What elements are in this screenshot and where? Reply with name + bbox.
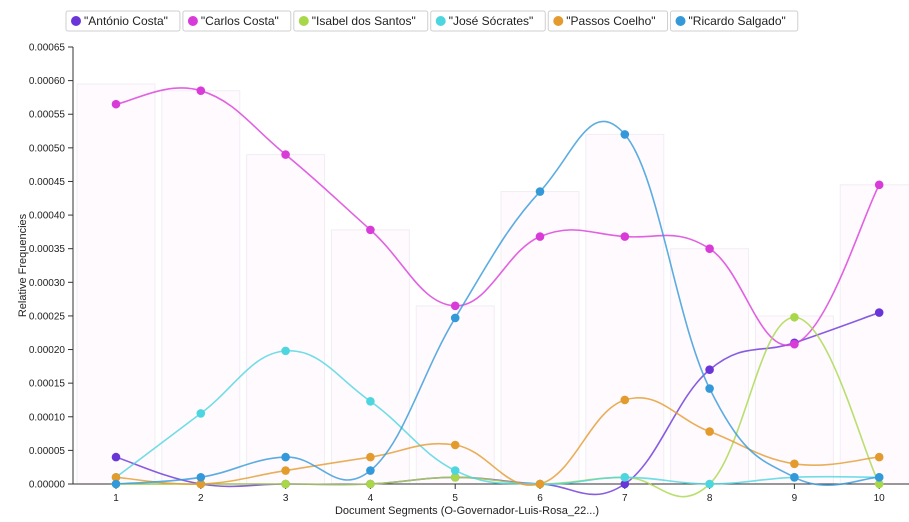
- data-point[interactable]: [450, 472, 460, 482]
- x-tick-label: 2: [198, 493, 204, 504]
- data-point[interactable]: [620, 395, 630, 405]
- data-point[interactable]: [281, 466, 290, 475]
- x-tick-label: 9: [792, 493, 798, 504]
- legend-swatch: [553, 16, 564, 26]
- data-point[interactable]: [366, 225, 375, 235]
- background-bar: [76, 83, 156, 485]
- y-tick-label: 0.00040: [29, 211, 66, 222]
- y-tick-label: 0.00025: [29, 311, 66, 322]
- legend-item-5[interactable]: [670, 10, 799, 32]
- data-point[interactable]: [281, 452, 290, 462]
- data-point[interactable]: [111, 99, 121, 109]
- y-tick-label: 0.00015: [29, 379, 66, 390]
- y-tick-label: 0.00020: [29, 345, 66, 356]
- data-point[interactable]: [450, 440, 460, 450]
- data-point[interactable]: [790, 472, 799, 482]
- legend-swatch: [187, 16, 198, 26]
- y-tick-label: 0.00035: [29, 244, 66, 255]
- x-tick-label: 5: [452, 493, 458, 504]
- data-point[interactable]: [790, 312, 799, 322]
- y-tick-label: 0.00005: [29, 446, 66, 457]
- legend-label: "Isabel dos Santos": [312, 14, 416, 28]
- data-point[interactable]: [705, 479, 714, 489]
- data-point[interactable]: [535, 187, 545, 196]
- data-point[interactable]: [535, 479, 545, 489]
- legend-item-4[interactable]: [547, 10, 669, 32]
- data-point[interactable]: [196, 86, 206, 95]
- x-tick-label: 6: [537, 493, 543, 504]
- data-point[interactable]: [705, 384, 714, 393]
- data-point[interactable]: [366, 466, 375, 475]
- data-point[interactable]: [874, 180, 884, 190]
- y-axis-title: Relative Frequencies: [17, 213, 29, 317]
- legend-item-2[interactable]: [293, 10, 429, 32]
- legend-swatch: [71, 16, 81, 26]
- y-tick-label: 0.00065: [29, 43, 66, 54]
- data-point[interactable]: [196, 409, 206, 418]
- legend-label: "António Costa": [84, 14, 168, 28]
- y-tick-label: 0.00045: [29, 177, 66, 188]
- legend-swatch: [675, 16, 686, 26]
- series-line-3: [115, 350, 880, 485]
- x-tick-label: 8: [707, 493, 713, 504]
- x-tick-label: 10: [874, 493, 886, 504]
- y-tick-label: 0.00060: [29, 76, 66, 87]
- data-point[interactable]: [111, 479, 121, 489]
- x-tick-label: 3: [283, 493, 289, 504]
- y-tick-label: 0.00050: [29, 143, 66, 154]
- legend-swatch: [298, 16, 309, 26]
- series-line-5: [115, 120, 880, 486]
- background-bar: [161, 90, 241, 485]
- data-point[interactable]: [281, 150, 290, 159]
- data-point[interactable]: [366, 397, 375, 406]
- legend-item-1[interactable]: [182, 10, 292, 32]
- legend-swatch: [435, 16, 446, 26]
- legend-label: "Carlos Costa": [201, 14, 279, 28]
- background-bar: [839, 184, 909, 485]
- data-point[interactable]: [874, 452, 884, 462]
- data-point[interactable]: [705, 244, 714, 253]
- data-point[interactable]: [620, 130, 630, 139]
- background-bar: [585, 133, 665, 485]
- data-point[interactable]: [874, 479, 884, 489]
- data-point[interactable]: [705, 365, 714, 375]
- data-point[interactable]: [450, 301, 460, 311]
- data-point[interactable]: [790, 339, 799, 349]
- background-bar: [330, 229, 410, 485]
- data-point[interactable]: [196, 479, 206, 489]
- data-point[interactable]: [281, 346, 290, 356]
- data-point[interactable]: [366, 479, 375, 489]
- legend-label: "Ricardo Salgado": [689, 14, 786, 28]
- x-tick-label: 7: [622, 493, 628, 504]
- data-point[interactable]: [705, 427, 714, 436]
- data-point[interactable]: [450, 466, 460, 475]
- y-tick-label: 0.00055: [29, 110, 66, 121]
- data-point[interactable]: [620, 472, 630, 482]
- data-point[interactable]: [281, 479, 290, 489]
- data-point[interactable]: [111, 472, 121, 482]
- data-point[interactable]: [450, 313, 460, 323]
- data-point[interactable]: [790, 459, 799, 469]
- y-tick-label: 0.00030: [29, 278, 66, 289]
- x-tick-label: 4: [368, 493, 374, 504]
- data-point[interactable]: [874, 308, 884, 317]
- legend-label: "José Sócrates": [449, 14, 534, 28]
- data-point[interactable]: [535, 232, 545, 241]
- legend-item-0[interactable]: [65, 10, 181, 32]
- y-tick-label: 0.00000: [29, 480, 66, 491]
- background-bar: [246, 154, 326, 485]
- x-axis-title: Document Segments (O-Governador-Luis-Ros…: [335, 505, 599, 517]
- data-point[interactable]: [111, 452, 121, 462]
- data-point[interactable]: [196, 472, 206, 482]
- data-point[interactable]: [620, 479, 630, 489]
- y-tick-label: 0.00010: [29, 412, 66, 423]
- data-point[interactable]: [366, 452, 375, 462]
- data-point[interactable]: [874, 472, 884, 482]
- x-tick-label: 1: [113, 493, 119, 504]
- data-point[interactable]: [620, 232, 630, 241]
- legend-item-3[interactable]: [430, 10, 546, 32]
- legend-label: "Passos Coelho": [566, 14, 655, 28]
